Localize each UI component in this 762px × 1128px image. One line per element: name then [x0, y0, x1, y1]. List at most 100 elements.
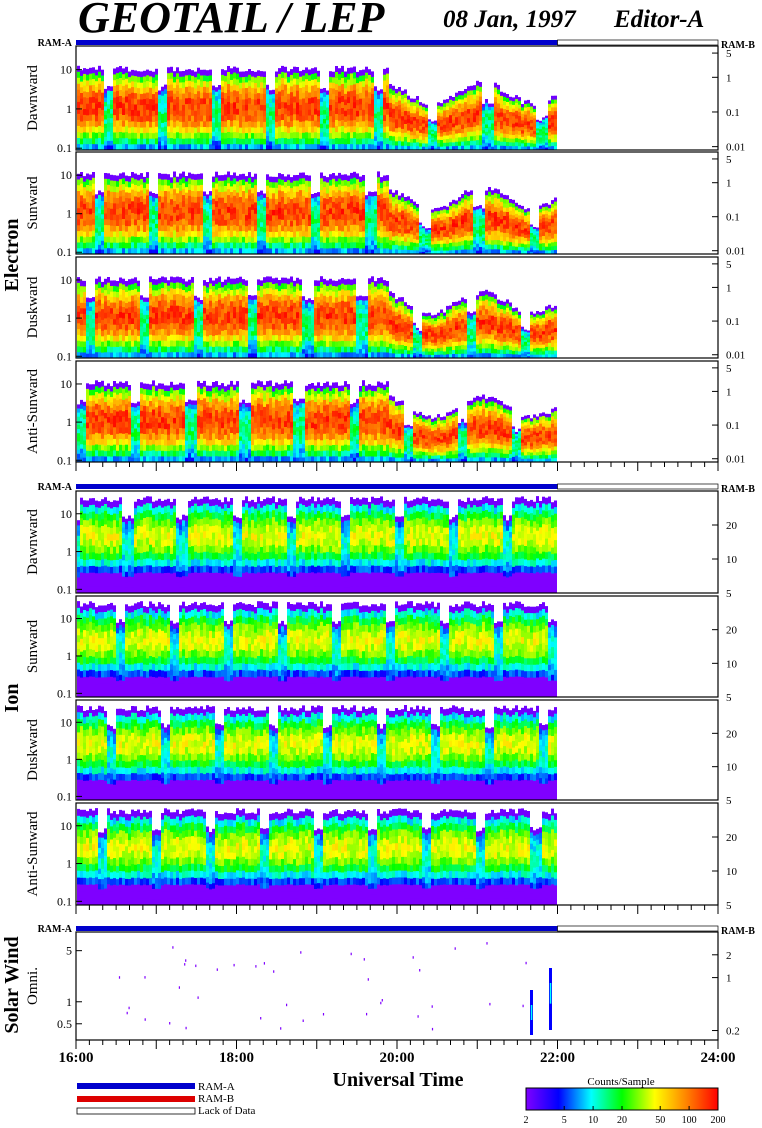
heatmap-cell: [305, 203, 308, 210]
heatmap-cell: [110, 341, 113, 348]
heatmap-cell: [353, 177, 356, 185]
heatmap-cell: [392, 117, 395, 123]
heatmap-cell: [509, 214, 512, 220]
heatmap-cell: [101, 92, 104, 99]
heatmap-cell: [311, 85, 314, 92]
heatmap-cell: [314, 91, 317, 98]
heatmap-cell: [329, 133, 332, 140]
heatmap-cell: [371, 249, 374, 255]
heatmap-cell: [122, 144, 125, 151]
heatmap-cell: [443, 124, 446, 129]
heatmap-cell: [179, 225, 182, 232]
heatmap-cell: [92, 323, 95, 328]
heatmap-cell: [458, 245, 461, 251]
heatmap-cell: [131, 278, 134, 285]
heatmap-cell: [173, 346, 176, 353]
heatmap-cell: [314, 223, 317, 229]
heatmap-cell: [275, 198, 278, 205]
heatmap-cell: [140, 248, 143, 255]
heatmap-cell: [179, 236, 182, 243]
heatmap-cell: [218, 103, 221, 109]
heatmap-cell: [320, 145, 323, 151]
heatmap-cell: [173, 300, 176, 307]
heatmap-cell: [146, 230, 149, 237]
heatmap-cell: [497, 189, 500, 195]
heatmap-cell: [317, 205, 320, 211]
heatmap-cell: [440, 113, 443, 117]
heatmap-cell: [161, 340, 164, 347]
heatmap-cell: [125, 90, 128, 97]
heatmap-cell: [266, 145, 269, 151]
heatmap-cell: [98, 276, 101, 283]
heatmap-cell: [245, 121, 248, 128]
heatmap-cell: [110, 174, 113, 181]
heatmap-cell: [137, 138, 140, 145]
heatmap-cell: [176, 276, 179, 283]
heatmap-cell: [437, 133, 440, 137]
heatmap-cell: [101, 223, 104, 228]
heatmap-cell: [272, 176, 275, 183]
heatmap-cell: [218, 89, 221, 95]
heatmap-cell: [284, 193, 287, 199]
heatmap-cell: [248, 177, 251, 185]
heatmap-cell: [527, 139, 530, 144]
heatmap-cell: [131, 248, 134, 255]
heatmap-cell: [440, 250, 443, 255]
heatmap-cell: [152, 329, 155, 336]
chart-title: GEOTAIL / LEP: [78, 0, 386, 42]
heatmap-cell: [77, 300, 80, 307]
heatmap-cell: [242, 133, 245, 140]
heatmap-cell: [365, 220, 368, 226]
heatmap-cell: [80, 313, 83, 320]
heatmap-cell: [443, 110, 446, 115]
heatmap-cell: [353, 108, 356, 115]
heatmap-cell: [434, 137, 437, 140]
heatmap-cell: [170, 90, 173, 97]
heatmap-cell: [167, 185, 170, 192]
heatmap-cell: [107, 277, 110, 284]
heatmap-cell: [503, 117, 506, 122]
heatmap-cell: [173, 195, 176, 202]
heatmap-cell: [227, 236, 230, 243]
heatmap-cell: [278, 97, 281, 104]
heatmap-cell: [311, 114, 314, 122]
heatmap-cell: [287, 71, 290, 78]
heatmap-cell: [335, 102, 338, 109]
heatmap-cell: [323, 231, 326, 238]
heatmap-cell: [188, 190, 191, 197]
heatmap-cell: [185, 92, 188, 99]
heatmap-cell: [257, 76, 260, 83]
heatmap-cell: [86, 225, 89, 232]
heatmap-cell: [254, 77, 257, 84]
heatmap-cell: [326, 226, 329, 233]
heatmap-cell: [485, 109, 488, 114]
heatmap-cell: [236, 114, 239, 122]
heatmap-cell: [407, 146, 410, 151]
heatmap-cell: [527, 227, 530, 232]
heatmap-cell: [365, 78, 368, 85]
heatmap-cell: [530, 106, 533, 111]
heatmap-cell: [194, 99, 197, 106]
heatmap-cell: [392, 104, 395, 110]
heatmap-cell: [275, 88, 278, 95]
heatmap-cell: [152, 284, 155, 291]
heatmap-cell: [287, 116, 290, 123]
heatmap-cell: [215, 136, 218, 142]
heatmap-cell: [389, 93, 392, 99]
heatmap-cell: [398, 208, 401, 213]
heatmap-cell: [368, 209, 371, 215]
heatmap-cell: [131, 75, 134, 82]
heatmap-cell: [524, 241, 527, 245]
heatmap-cell: [398, 224, 401, 230]
heatmap-cell: [161, 213, 164, 221]
heatmap-cell: [134, 196, 137, 203]
heatmap-cell: [299, 99, 302, 106]
heatmap-cell: [107, 288, 110, 295]
heatmap-cell: [128, 237, 131, 244]
heatmap-cell: [311, 236, 314, 242]
heatmap-cell: [290, 204, 293, 211]
heatmap-cell: [191, 144, 194, 151]
heatmap-cell: [404, 111, 407, 116]
heatmap-cell: [404, 106, 407, 112]
heatmap-cell: [125, 347, 128, 353]
